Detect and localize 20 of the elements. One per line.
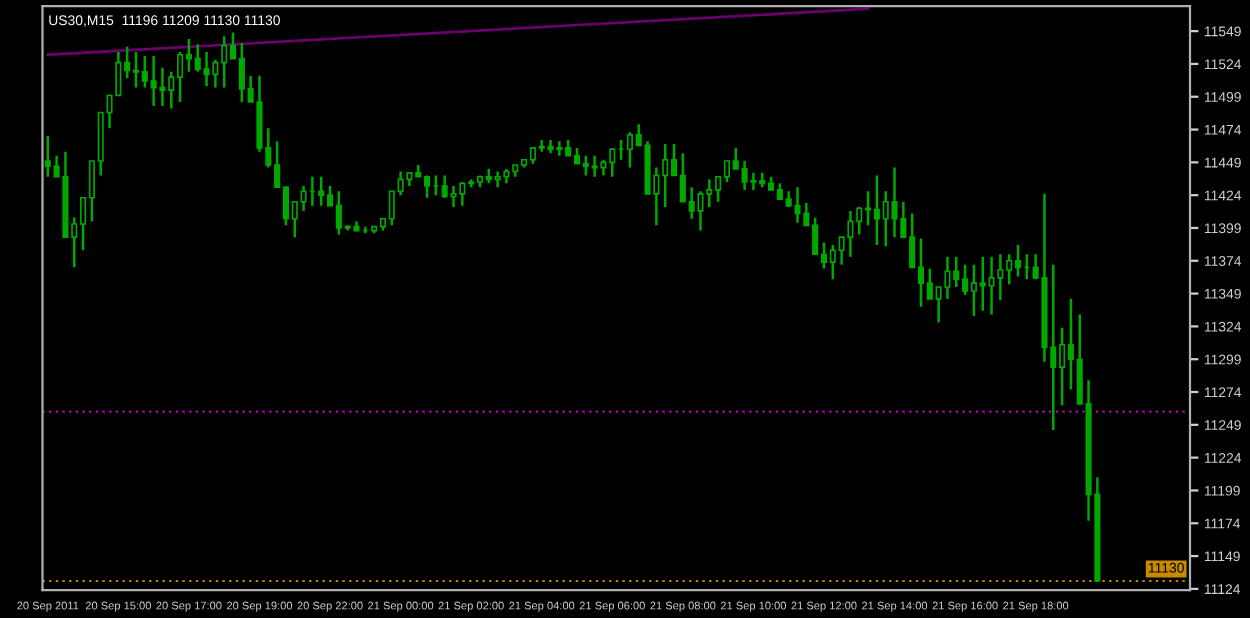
candlestick	[591, 154, 598, 179]
candlestick	[988, 255, 995, 316]
candlestick	[556, 140, 563, 158]
candlestick	[944, 255, 951, 301]
candlestick	[741, 159, 748, 192]
candlestick	[697, 189, 704, 232]
candlestick	[1014, 243, 1022, 278]
candlestick	[300, 184, 307, 213]
candlestick	[917, 237, 925, 308]
candlestick	[150, 54, 157, 108]
candlestick	[750, 171, 757, 192]
candlestick	[794, 186, 801, 224]
candlestick	[159, 66, 166, 108]
candlestick	[997, 252, 1004, 302]
candlestick	[891, 166, 898, 239]
candlestick	[203, 50, 210, 88]
candlestick	[318, 175, 325, 207]
candlestick	[132, 50, 140, 89]
candlestick	[450, 184, 457, 209]
candlestick	[847, 209, 854, 259]
